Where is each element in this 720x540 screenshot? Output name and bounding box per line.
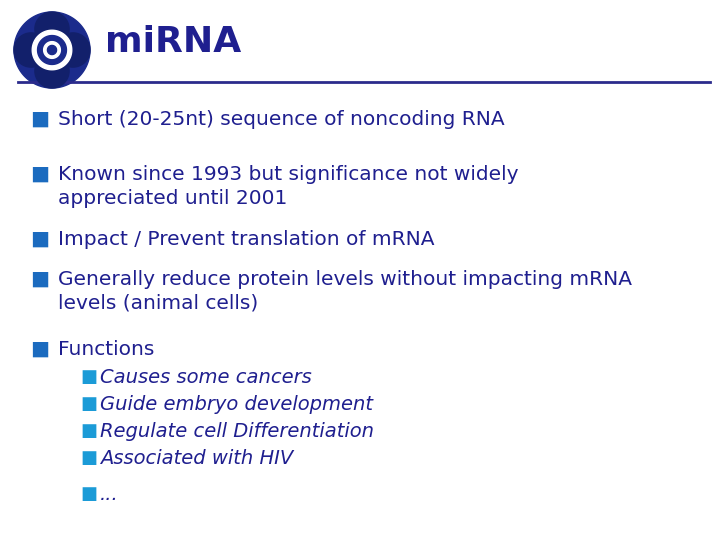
Polygon shape	[37, 36, 66, 64]
Text: Causes some cancers: Causes some cancers	[100, 368, 312, 387]
Text: Regulate cell Differentiation: Regulate cell Differentiation	[100, 422, 374, 441]
Text: Impact / Prevent translation of mRNA: Impact / Prevent translation of mRNA	[58, 230, 434, 249]
Text: ■: ■	[30, 165, 49, 184]
Polygon shape	[35, 12, 69, 46]
Text: ■: ■	[30, 340, 49, 359]
Text: Generally reduce protein levels without impacting mRNA
levels (animal cells): Generally reduce protein levels without …	[58, 270, 632, 313]
Text: ■: ■	[80, 449, 97, 467]
Text: Associated with HIV: Associated with HIV	[100, 449, 293, 468]
Polygon shape	[44, 42, 60, 58]
Polygon shape	[14, 12, 90, 88]
Text: ■: ■	[80, 368, 97, 386]
Text: ■: ■	[80, 485, 97, 503]
Polygon shape	[48, 45, 57, 55]
Text: Known since 1993 but significance not widely
appreciated until 2001: Known since 1993 but significance not wi…	[58, 165, 518, 207]
Text: ■: ■	[80, 422, 97, 440]
Polygon shape	[14, 33, 48, 67]
Text: miRNA: miRNA	[105, 25, 241, 59]
Polygon shape	[56, 33, 90, 67]
Polygon shape	[35, 54, 69, 88]
Text: ...: ...	[100, 485, 119, 504]
Text: Short (20-25nt) sequence of noncoding RNA: Short (20-25nt) sequence of noncoding RN…	[58, 110, 505, 129]
Text: ■: ■	[30, 230, 49, 249]
Text: ■: ■	[30, 110, 49, 129]
Text: Functions: Functions	[58, 340, 154, 359]
Polygon shape	[32, 30, 72, 70]
Text: ■: ■	[30, 270, 49, 289]
Text: Guide embryo development: Guide embryo development	[100, 395, 373, 414]
Text: ■: ■	[80, 395, 97, 413]
